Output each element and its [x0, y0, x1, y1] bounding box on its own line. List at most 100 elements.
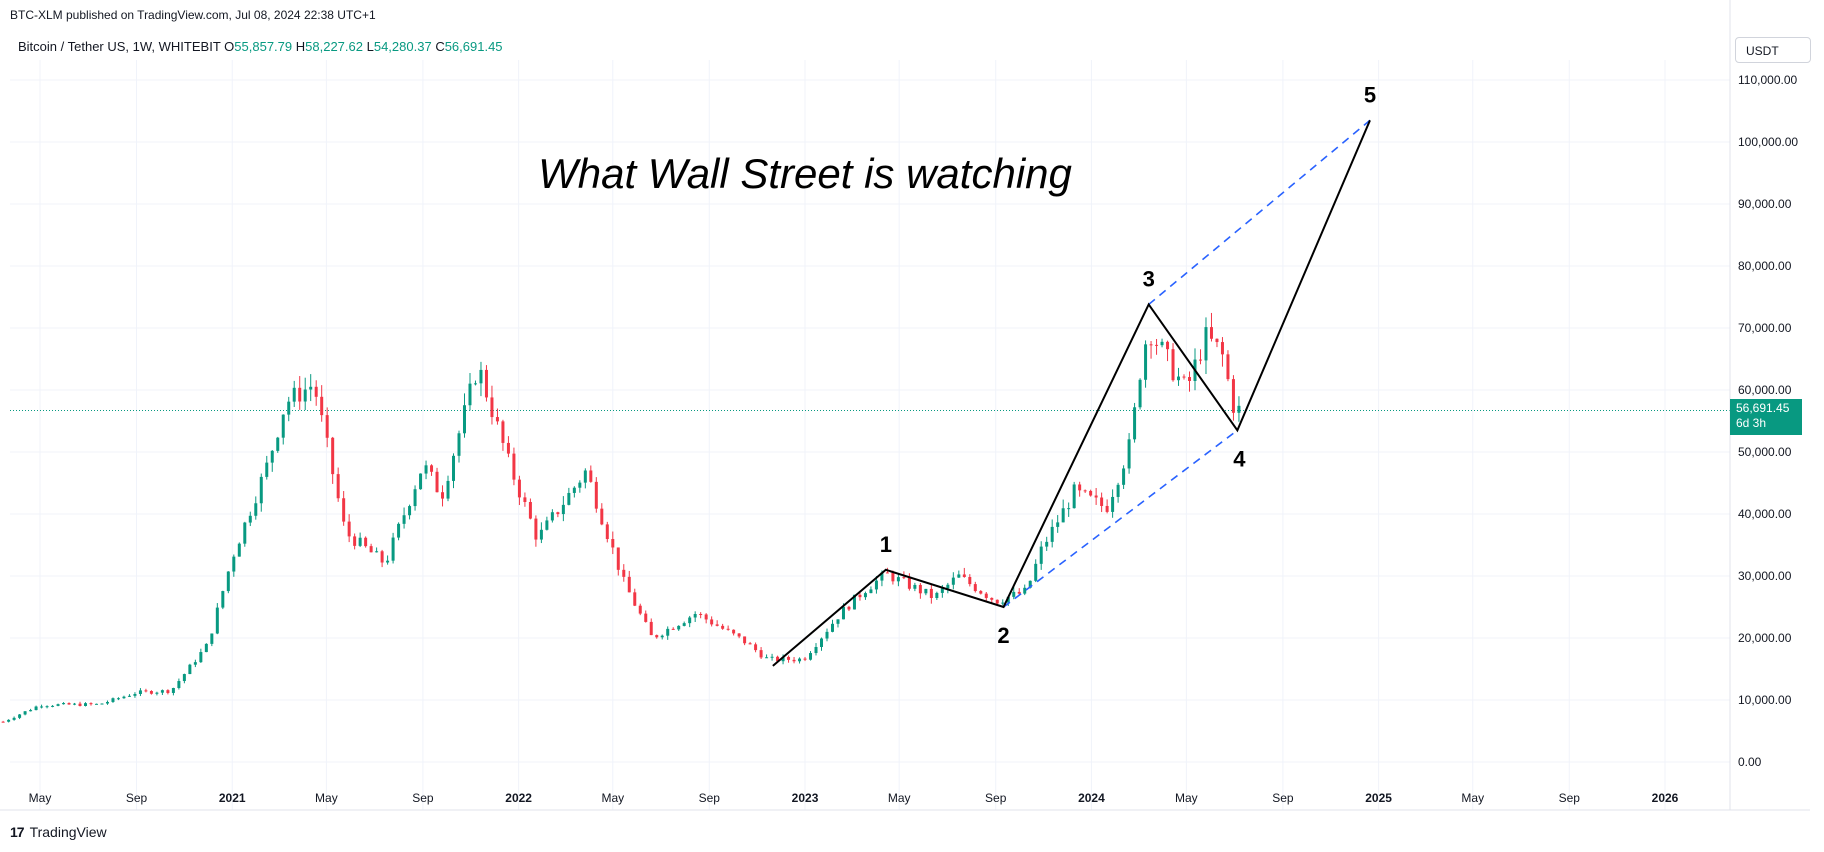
x-tick-label: May — [1461, 791, 1484, 805]
candle-body — [979, 591, 983, 594]
candle-body — [122, 696, 126, 699]
candle-body — [814, 646, 818, 654]
candle-body — [303, 389, 307, 402]
candle-body — [94, 703, 98, 705]
candle-body — [171, 687, 175, 693]
candle-body — [177, 681, 181, 688]
tradingview-logo-icon: 17 — [10, 824, 25, 840]
candle-body — [204, 643, 208, 653]
x-tick-label: Sep — [412, 791, 434, 805]
candle-body — [1028, 580, 1032, 588]
candle-body — [957, 574, 961, 578]
candle-body — [490, 397, 494, 418]
candle-body — [1177, 376, 1181, 381]
candle-body — [287, 401, 291, 415]
candle-body — [331, 437, 335, 475]
candle-body — [858, 594, 862, 598]
candle-body — [336, 474, 340, 499]
candle-body — [473, 383, 477, 385]
x-tick-label: May — [601, 791, 624, 805]
candle-body — [765, 657, 769, 659]
projection-line — [1003, 429, 1238, 608]
currency-selector[interactable]: USDT — [1735, 37, 1811, 63]
last-price-tag: 56,691.45 6d 3h — [1730, 399, 1802, 435]
candle-body — [660, 635, 664, 638]
candle-body — [1072, 484, 1076, 509]
candle-body — [1039, 546, 1043, 564]
candle-body — [457, 433, 461, 456]
candle-body — [682, 623, 686, 626]
candle-body — [281, 414, 285, 438]
candle-body — [699, 613, 703, 615]
candle-body — [1226, 354, 1230, 380]
y-tick-label: 70,000.00 — [1738, 321, 1792, 335]
candle-body — [375, 551, 379, 553]
candle-body — [1155, 344, 1159, 346]
candle-body — [1171, 349, 1175, 381]
candle-body — [605, 524, 609, 540]
candle-body — [622, 569, 626, 577]
candle-body — [869, 589, 873, 594]
candle-body — [1198, 359, 1202, 361]
candle-body — [737, 633, 741, 637]
candle-body — [1231, 379, 1235, 413]
candle-body — [902, 577, 906, 579]
candle-body — [1094, 495, 1098, 498]
candle-body — [1209, 327, 1213, 339]
candle-body — [534, 518, 538, 540]
candle-body — [798, 658, 802, 662]
x-tick-label: May — [29, 791, 52, 805]
candle-body — [138, 690, 142, 695]
candle-body — [781, 656, 785, 662]
candle-body — [995, 599, 999, 604]
candle-body — [1056, 522, 1060, 527]
candle-body — [40, 706, 44, 708]
wave-labels: 1 2 3 4 5 — [880, 82, 1376, 648]
candle-body — [990, 597, 994, 600]
candle-body — [825, 631, 829, 639]
candle-body — [215, 607, 219, 634]
candle-body — [748, 643, 752, 645]
candle-body — [655, 635, 659, 638]
high-value: 58,227.62 — [305, 39, 363, 54]
candle-body — [891, 572, 895, 582]
candle-body — [1045, 541, 1049, 547]
candle-body — [435, 471, 439, 493]
candle-body — [935, 592, 939, 598]
candle-body — [89, 703, 93, 705]
candle-body — [715, 624, 719, 626]
candle-body — [611, 539, 615, 548]
close-label: C — [435, 39, 445, 54]
candle-body — [1204, 327, 1208, 361]
candle-body — [693, 613, 697, 618]
candle-body — [847, 606, 851, 610]
candle-body — [320, 396, 324, 416]
symbol-name: Bitcoin / Tether US, 1W, WHITEBIT — [18, 39, 221, 54]
last-price-value: 56,691.45 — [1736, 401, 1790, 415]
candle-body — [232, 556, 236, 572]
y-tick-label: 100,000.00 — [1738, 135, 1798, 149]
close-value: 56,691.45 — [444, 39, 503, 54]
candle-body — [517, 479, 521, 498]
y-tick-label: 40,000.00 — [1738, 507, 1792, 521]
candle-body — [984, 593, 988, 598]
candle-body — [188, 664, 192, 675]
candle-body — [572, 487, 576, 493]
candle-body — [874, 580, 878, 590]
y-tick-label: 90,000.00 — [1738, 197, 1792, 211]
candle-body — [391, 537, 395, 561]
x-tick-label: 2024 — [1078, 791, 1105, 805]
candle-body — [309, 386, 313, 390]
candle-body — [726, 628, 730, 630]
candle-body — [594, 481, 598, 509]
candle-body — [292, 387, 296, 402]
projection-line — [1148, 119, 1371, 306]
footer-branding[interactable]: 17 TradingView — [10, 824, 107, 840]
candle-body — [1001, 602, 1005, 604]
candle-body — [12, 717, 16, 720]
wave-label: 2 — [997, 623, 1009, 648]
candle-body — [743, 636, 747, 644]
candle-body — [940, 588, 944, 593]
y-tick-label: 20,000.00 — [1738, 631, 1792, 645]
